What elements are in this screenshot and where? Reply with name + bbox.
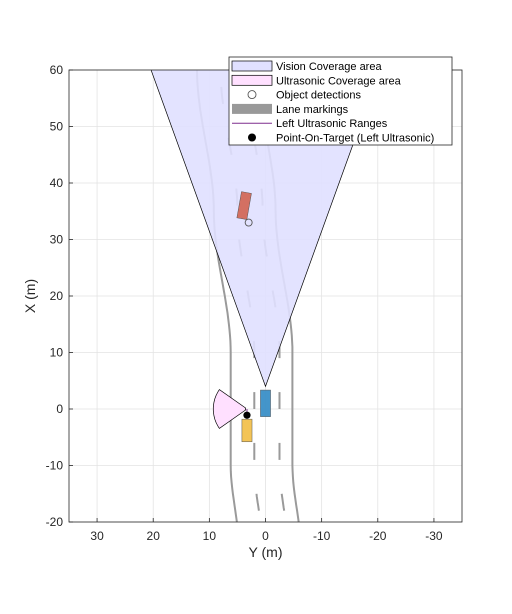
vehicles (236, 191, 271, 443)
target-vehicle (241, 418, 253, 443)
legend-box (228, 56, 453, 146)
legend-label: Vision Coverage area (276, 61, 382, 73)
ultrasonic-coverage-area (212, 389, 247, 429)
point-on-target (243, 411, 251, 419)
legend-label: Point-On-Target (Left Ultrasonic) (276, 133, 434, 145)
legend: Vision Coverage area Ultrasonic Coverage … (228, 56, 453, 146)
vision-coverage-area (150, 70, 381, 388)
y-tick-label: 20 (50, 289, 64, 303)
markers (243, 218, 253, 419)
legend-label: Left Ultrasonic Ranges (276, 118, 388, 130)
legend-swatch (248, 133, 256, 142)
legend-label: Ultrasonic Coverage area (276, 75, 402, 87)
legend-swatch (232, 103, 272, 114)
y-tick-label: 40 (50, 176, 64, 190)
lane-dash (280, 493, 286, 511)
y-tick-label: 30 (50, 233, 64, 247)
legend-swatch (247, 90, 257, 100)
x-tick-label: -20 (369, 529, 387, 543)
y-tick-label: 50 (50, 120, 64, 134)
legend-swatch (231, 74, 273, 86)
y-axis-label: X (m) (22, 279, 38, 313)
x-tick-label: -10 (313, 529, 331, 543)
legend-swatch (231, 60, 273, 72)
lane-dash (255, 493, 260, 511)
x-axis-label: Y (m) (249, 544, 283, 560)
x-tick-label: 0 (262, 529, 269, 543)
x-tick-label: 20 (147, 529, 161, 543)
object-detection-point (244, 218, 253, 227)
target-vehicle (236, 191, 252, 220)
y-axis-ticks: -20 -10 0 10 20 30 40 50 60 (46, 63, 73, 529)
coverage-areas (150, 70, 381, 429)
y-tick-label: 10 (50, 346, 64, 360)
y-tick-label: 60 (50, 63, 64, 77)
x-tick-label: 10 (203, 529, 217, 543)
y-tick-label: 0 (56, 402, 63, 416)
x-tick-label: 30 (90, 529, 104, 543)
x-tick-label: -30 (425, 529, 443, 543)
y-tick-label: -10 (46, 459, 64, 473)
y-tick-label: -20 (46, 515, 64, 529)
legend-label: Object detections (276, 90, 361, 102)
legend-label: Lane markings (276, 104, 349, 116)
ego-vehicle (260, 389, 271, 417)
x-axis-ticks: 30 20 10 0 -10 -20 -30 (90, 518, 443, 543)
